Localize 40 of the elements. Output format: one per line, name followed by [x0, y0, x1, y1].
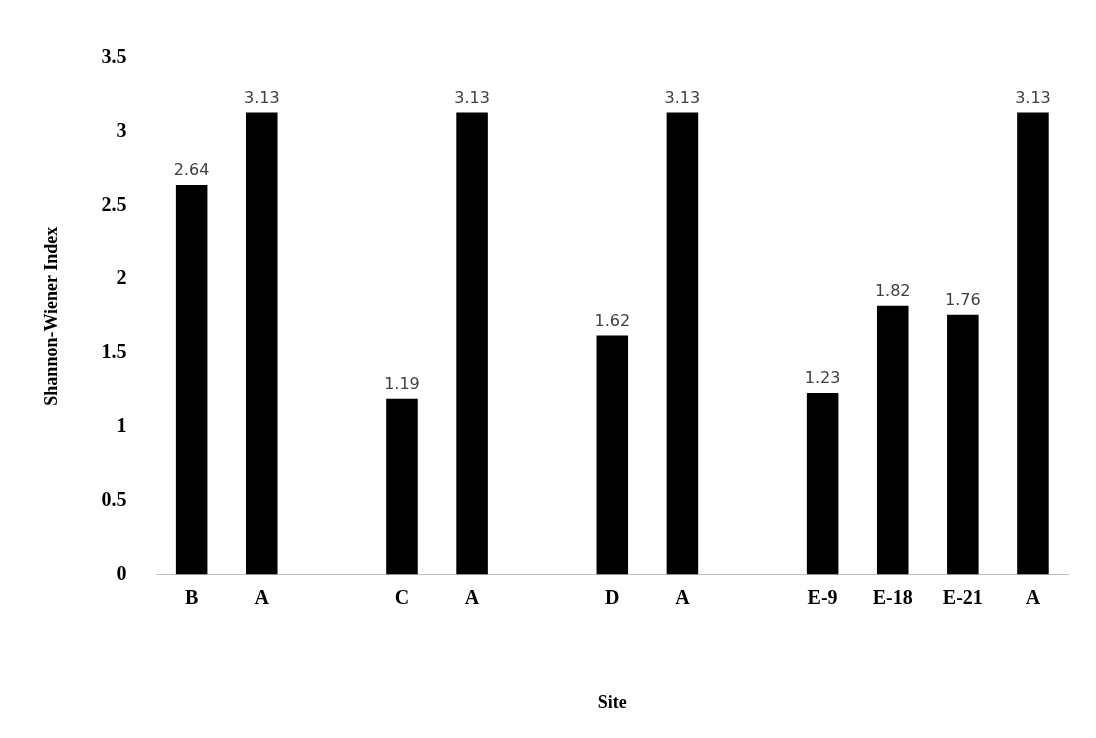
bar	[596, 335, 629, 575]
bar	[666, 112, 699, 575]
x-tick-label: B	[184, 585, 199, 608]
x-tick-label: E-18	[872, 585, 913, 608]
data-label: 3.13	[1015, 87, 1051, 107]
bar	[1017, 112, 1049, 575]
y-tick-label: 3	[116, 118, 127, 141]
data-label: 3.13	[454, 87, 490, 107]
data-label: 1.82	[874, 281, 911, 301]
y-tick-label: 1	[116, 414, 127, 437]
data-label: 1.19	[384, 373, 420, 393]
bar	[876, 305, 909, 575]
x-tick-label: A	[1025, 585, 1041, 608]
bar	[175, 184, 208, 575]
y-tick-label: 0	[116, 561, 127, 584]
data-label: 3.13	[664, 87, 701, 107]
bar	[947, 314, 979, 575]
x-tick-label: D	[605, 585, 620, 608]
data-label: 1.76	[945, 289, 981, 309]
x-tick-label: A	[675, 585, 691, 608]
data-label: 3.13	[243, 87, 280, 107]
x-tick-label: E-9	[807, 585, 838, 608]
bar	[245, 112, 278, 575]
data-label: 1.62	[594, 310, 631, 330]
y-tick-label: 2.5	[101, 192, 127, 215]
x-tick-label: A	[254, 585, 270, 608]
y-tick-label: 1.5	[101, 340, 127, 363]
data-label: 2.64	[173, 160, 210, 180]
bar	[456, 112, 488, 575]
bar	[806, 392, 839, 575]
y-tick-label: 2	[116, 266, 127, 289]
x-tick-label: A	[464, 585, 480, 608]
x-tick-label: C	[394, 585, 410, 608]
data-label: 1.23	[804, 368, 841, 388]
y-tick-label: 3.5	[101, 45, 127, 68]
x-axis-title: Site	[597, 691, 627, 712]
x-tick-label: E-21	[942, 585, 983, 608]
y-tick-label: 0.5	[101, 487, 127, 510]
y-axis-title: Shannon-Wiener Index	[41, 226, 62, 406]
bar	[386, 398, 418, 575]
